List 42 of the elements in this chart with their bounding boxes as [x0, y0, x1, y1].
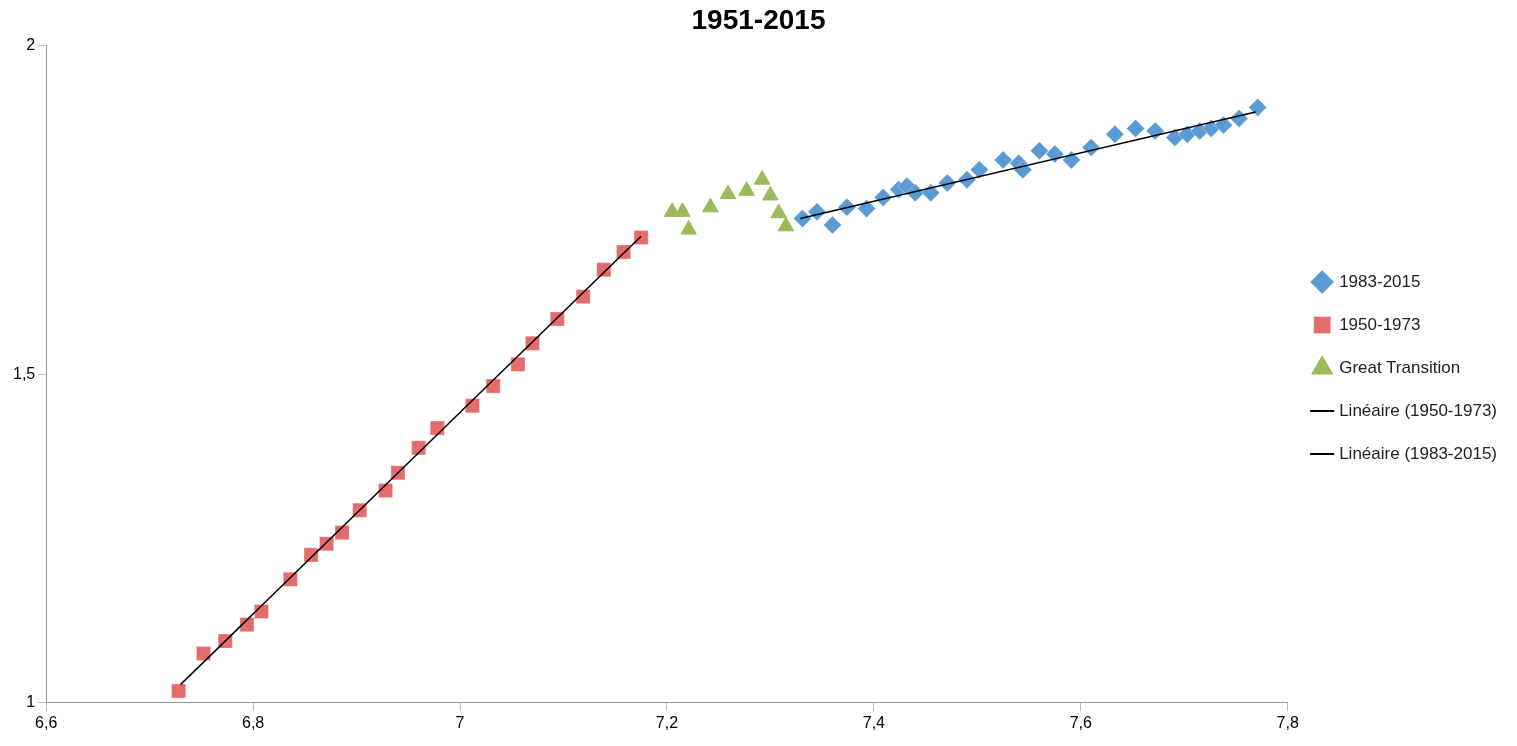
chart-title: 1951-2015 — [691, 3, 826, 35]
point — [1126, 118, 1146, 138]
point — [969, 160, 989, 180]
point — [485, 378, 501, 394]
legend-label: 1983-2015 — [1339, 271, 1421, 291]
point — [377, 482, 394, 499]
point — [822, 215, 842, 235]
point — [334, 525, 350, 541]
point — [411, 440, 427, 456]
legend-label: Great Transition — [1339, 357, 1461, 377]
point — [1105, 124, 1125, 144]
point — [633, 229, 649, 246]
point — [510, 356, 526, 372]
legend-label: 1950-1973 — [1339, 314, 1421, 334]
point — [1248, 97, 1268, 117]
legend-label: Linéaire (1983-2015) — [1339, 443, 1498, 463]
point — [921, 183, 941, 203]
point — [1145, 121, 1165, 141]
legend-label: Linéaire (1950-1973) — [1339, 400, 1498, 420]
x-tick-label: 6,8 — [242, 713, 265, 731]
point — [239, 617, 255, 633]
point — [1029, 141, 1049, 161]
x-tick-label: 7,6 — [1069, 713, 1092, 731]
point — [1165, 128, 1185, 148]
point — [171, 683, 187, 699]
point — [993, 150, 1013, 170]
point — [857, 199, 877, 219]
point — [1214, 115, 1234, 135]
x-tick-label: 7,8 — [1276, 713, 1299, 731]
y-tick-label: 1,5 — [12, 364, 36, 382]
point — [792, 208, 812, 228]
x-tick-label: 7,4 — [862, 713, 886, 731]
x-tick-label: 7,2 — [655, 713, 679, 731]
y-tick-label: 2 — [26, 36, 36, 54]
y-tick-label: 1 — [26, 693, 36, 711]
point — [1045, 144, 1065, 164]
point — [464, 398, 481, 414]
point — [1061, 150, 1081, 170]
point — [253, 603, 269, 620]
x-tick-label: 6,6 — [35, 713, 58, 731]
point — [195, 645, 212, 662]
x-tick-label: 7 — [455, 713, 465, 731]
